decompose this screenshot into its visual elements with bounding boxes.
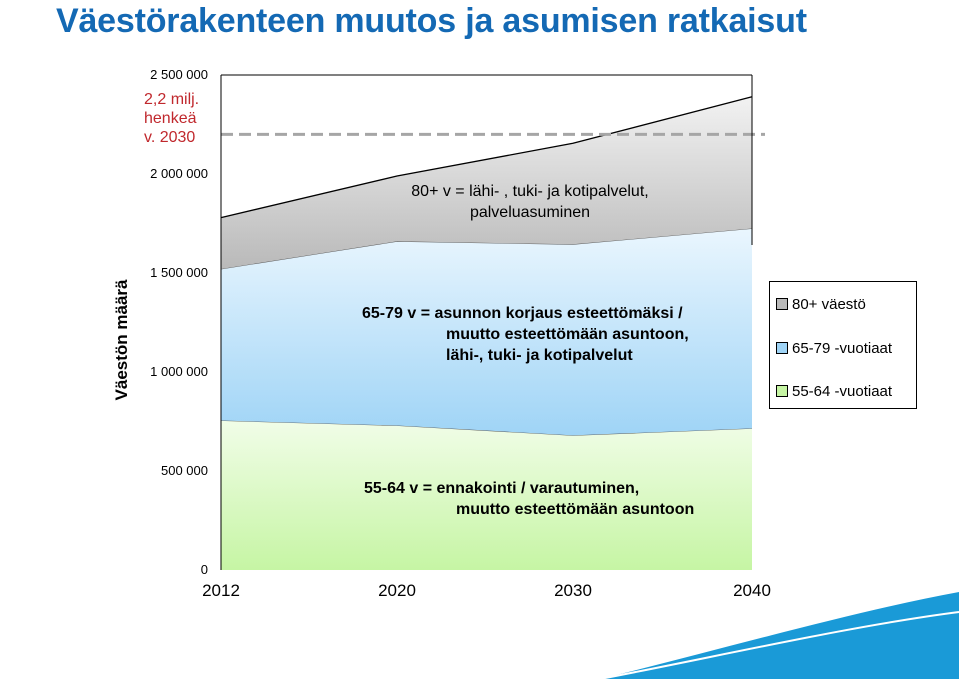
area-80plus (221, 96, 752, 269)
legend-label-55-64: 55-64 -vuotiaat (792, 383, 893, 400)
y-tick-label: 1 000 000 (150, 364, 208, 379)
legend-label-80plus: 80+ väestö (792, 296, 866, 313)
area-55-64 (221, 420, 752, 570)
legend-item-65-79: 65-79 -vuotiaat (776, 340, 892, 357)
x-tick-label: 2020 (378, 581, 416, 600)
annotation-65-79: 65-79 v = asunnon korjaus esteettömäksi … (350, 303, 750, 366)
annotation-65-79-line-2: muutto esteettömään asuntoon, (446, 326, 689, 343)
annotation-55-64-line-2: muutto esteettömään asuntoon (456, 501, 695, 518)
chart-title: Väestörakenteen muutos ja asumisen ratka… (56, 2, 807, 40)
decorative-wave (600, 592, 959, 679)
legend-swatch-55-64 (776, 385, 788, 397)
x-tick-label: 2040 (733, 581, 771, 600)
annotation-65-79-line-1: 65-79 v = asunnon korjaus esteettömäksi … (362, 305, 683, 322)
y-tick-label: 2 000 000 (150, 166, 208, 181)
legend-swatch-80plus (776, 298, 788, 310)
annotation-80plus-line-2: palveluasuminen (469, 204, 591, 221)
decorative-wave-line (599, 611, 959, 679)
y-tick-label: 2 500 000 (150, 67, 208, 82)
legend-swatch-65-79 (776, 342, 788, 354)
note-line-3: v. 2030 (144, 129, 196, 146)
note-line-1: 2,2 milj. (144, 91, 200, 108)
annotation-65-79-line-3: lähi-, tuki- ja kotipalvelut (446, 347, 633, 364)
x-tick-label: 2030 (554, 581, 592, 600)
legend-item-80plus: 80+ väestö (776, 296, 866, 313)
legend-label-65-79: 65-79 -vuotiaat (792, 340, 893, 357)
chart-legend: 80+ väestö 65-79 -vuotiaat 55-64 -vuotia… (769, 281, 917, 409)
area-80plus-edge (220, 96, 753, 219)
y-axis-label: Väestön määrä (112, 279, 131, 401)
annotation-55-64: 55-64 v = ennakointi / varautuminen, muu… (364, 478, 764, 520)
y-tick-label: 0 (200, 562, 208, 577)
y-tick-label: 1 500 000 (150, 265, 208, 280)
x-tick-label: 2012 (202, 581, 240, 600)
note-line-2: henkeä (144, 110, 197, 127)
area-65-79 (221, 228, 752, 436)
annotation-80plus-line-1: 80+ v = lähi- , tuki- ja kotipalvelut, (411, 183, 649, 200)
annotation-80plus: 80+ v = lähi- , tuki- ja kotipalvelut, p… (330, 181, 730, 223)
legend-item-55-64: 55-64 -vuotiaat (776, 383, 892, 400)
annotation-55-64-line-1: 55-64 v = ennakointi / varautuminen, (364, 480, 640, 497)
population-note: 2,2 milj. henkeä v. 2030 (144, 90, 199, 147)
y-tick-label: 500 000 (161, 463, 208, 478)
